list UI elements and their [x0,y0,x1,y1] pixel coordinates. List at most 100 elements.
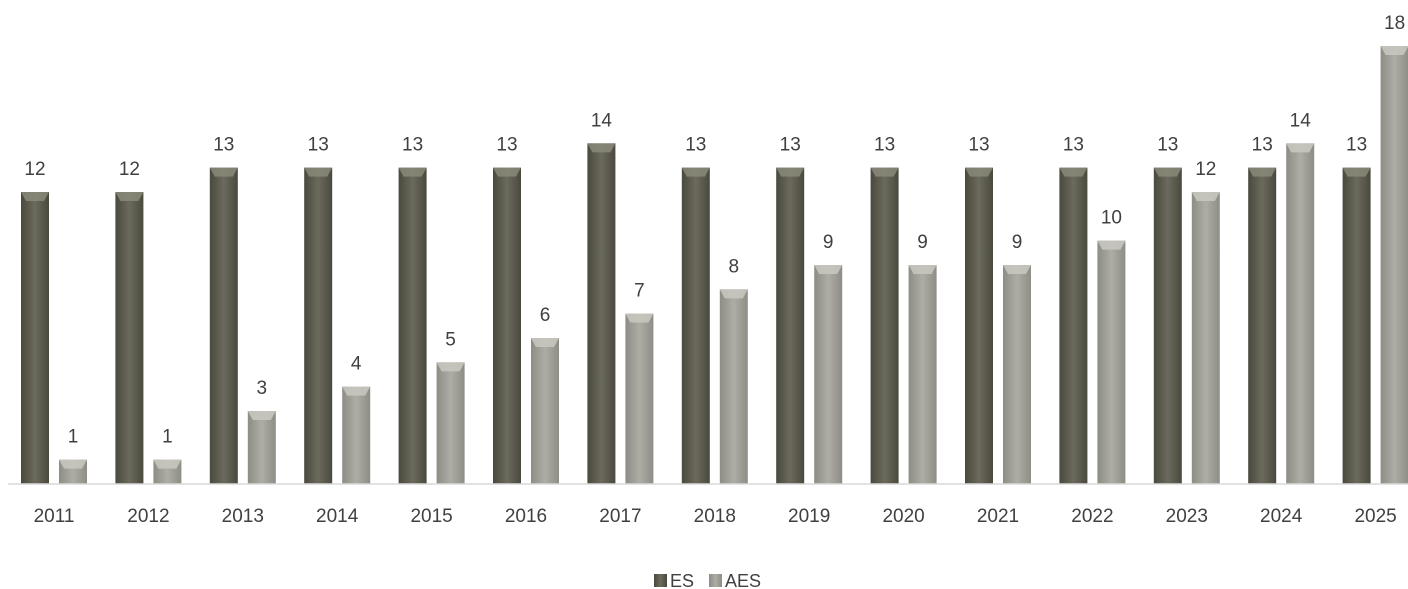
data-label-es-2025: 13 [1346,135,1367,156]
bar-aes-2016 [531,338,559,484]
legend-swatch-aes [709,574,722,587]
bar-cap-aes-2017 [625,313,654,323]
data-label-aes-2012: 1 [162,427,173,448]
bar-aes-2023 [1191,192,1220,484]
bar-es-2022 [1059,167,1088,484]
bar-cap-aes-2012 [153,459,182,469]
bar-cap-aes-2018 [719,289,748,299]
bar-aes-2019 [814,265,843,484]
bars-layer [21,46,1408,485]
data-label-aes-2013: 3 [257,378,268,399]
bar-es-2023 [1153,167,1182,484]
bar-cap-es-2024 [1248,167,1277,177]
bar-es-2020 [870,167,899,484]
bar-aes-2018 [719,289,748,484]
bar-cap-aes-2014 [342,386,371,396]
bar-es-2024 [1248,167,1277,484]
bar-es-2014 [304,167,333,484]
x-tick-label-2012: 2012 [127,506,169,527]
bar-cap-aes-2019 [814,265,843,274]
bar-cap-aes-2020 [908,265,937,274]
data-label-es-2020: 13 [874,135,895,156]
x-tick-label-2017: 2017 [599,506,641,527]
data-label-es-2024: 13 [1252,135,1273,156]
data-label-aes-2016: 6 [540,305,551,326]
data-label-aes-2025: 18 [1384,13,1405,34]
x-tick-labels: 2011 2012 2013 2014 2015 2016 2017 2018 2019 2020… [34,506,1397,527]
bar-es-2015 [398,167,427,484]
data-label-es-2021: 13 [968,135,989,156]
data-label-aes-2020: 9 [917,232,928,253]
bar-cap-aes-2011 [59,459,87,469]
bar-cap-es-2016 [493,167,521,177]
bar-cap-aes-2013 [247,411,276,420]
bar-cap-es-2017 [587,143,616,153]
legend: ES AES [654,571,761,589]
bar-es-2016 [493,167,521,484]
x-tick-label-2021: 2021 [977,506,1019,527]
bar-es-2017 [587,143,616,485]
bar-es-2019 [776,167,805,484]
bar-aes-2020 [908,265,937,484]
x-tick-label-2018: 2018 [694,506,736,527]
bar-cap-aes-2023 [1191,192,1220,201]
data-label-aes-2014: 4 [351,354,362,375]
bar-aes-2017 [625,313,654,484]
data-label-aes-2015: 5 [445,329,456,350]
data-label-aes-2011: 1 [68,427,79,448]
data-label-aes-2023: 12 [1195,159,1216,180]
bar-cap-es-2025 [1342,167,1371,177]
data-label-aes-2024: 14 [1290,110,1312,131]
data-label-es-2011: 12 [24,159,45,180]
x-tick-label-2019: 2019 [788,506,830,527]
data-label-es-2023: 13 [1157,135,1178,156]
legend-swatch-es [654,574,667,587]
data-label-es-2019: 13 [780,135,801,156]
x-tick-label-2023: 2023 [1166,506,1208,527]
bar-aes-2022 [1097,240,1126,484]
bar-cap-es-2022 [1059,167,1088,177]
x-tick-label-2022: 2022 [1071,506,1113,527]
bar-cap-es-2019 [776,167,805,177]
bar-cap-aes-2021 [1003,265,1031,274]
data-label-es-2013: 13 [213,135,234,156]
data-label-es-2017: 14 [591,110,613,131]
data-label-aes-2017: 7 [634,281,645,302]
data-label-aes-2019: 9 [823,232,834,253]
data-label-aes-2021: 9 [1012,232,1023,253]
bar-aes-2024 [1286,143,1315,485]
x-tick-label-2024: 2024 [1260,506,1303,527]
x-tick-label-2025: 2025 [1354,506,1396,527]
bar-cap-es-2021 [965,167,993,177]
bar-cap-aes-2022 [1097,240,1126,250]
bar-aes-2013 [247,411,276,484]
bar-cap-aes-2016 [531,338,559,347]
data-label-aes-2018: 8 [729,256,740,277]
x-tick-label-2011: 2011 [34,506,75,527]
bar-es-2021 [965,167,993,484]
bar-cap-es-2020 [870,167,899,177]
x-tick-label-2016: 2016 [505,506,547,527]
bar-cap-es-2023 [1153,167,1182,177]
data-label-es-2014: 13 [308,135,329,156]
data-labels-layer: 12 1 12 1 13 3 13 4 13 5 13 6 14 7 13 8 13 9 13 9 13 9 13 10 13 1… [24,13,1405,448]
data-label-es-2022: 13 [1063,135,1084,156]
bar-aes-2015 [436,362,465,484]
bar-aes-2025 [1380,46,1408,484]
bar-cap-es-2012 [115,192,144,201]
legend-label-es: ES [670,571,694,589]
data-label-aes-2022: 10 [1101,208,1122,229]
bar-cap-es-2015 [398,167,427,177]
bar-aes-2014 [342,386,371,484]
bar-cap-es-2018 [681,167,710,177]
bar-es-2025 [1342,167,1371,484]
x-tick-label-2013: 2013 [222,506,264,527]
bar-es-2012 [115,192,144,484]
legend-label-aes: AES [725,571,761,589]
bar-cap-aes-2015 [436,362,465,372]
x-tick-label-2014: 2014 [316,506,359,527]
data-label-es-2016: 13 [496,135,517,156]
bar-es-2013 [209,167,238,484]
bar-aes-2021 [1003,265,1031,484]
